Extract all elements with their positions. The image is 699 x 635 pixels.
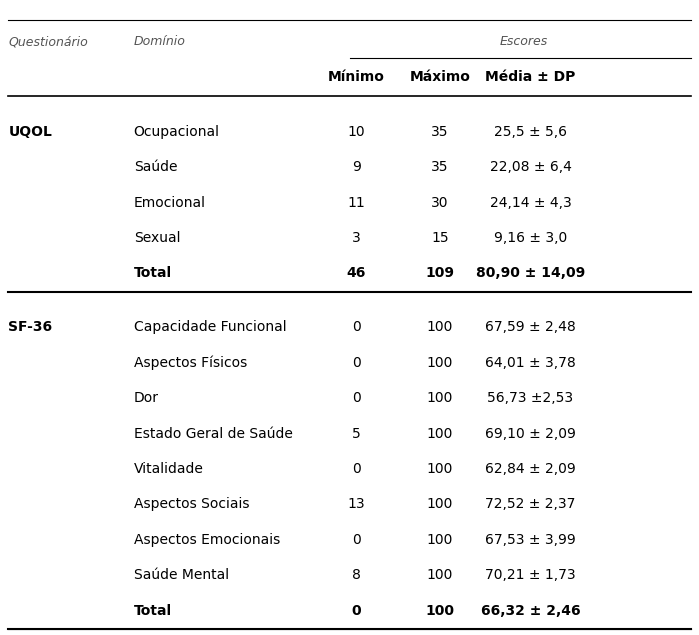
Text: Emocional: Emocional: [134, 196, 206, 210]
Text: Dor: Dor: [134, 391, 159, 405]
Text: 64,01 ± 3,78: 64,01 ± 3,78: [485, 356, 576, 370]
Text: 100: 100: [427, 320, 453, 334]
Text: 70,21 ± 1,73: 70,21 ± 1,73: [485, 568, 576, 582]
Text: UQOL: UQOL: [8, 125, 52, 139]
Text: Questionário: Questionário: [8, 35, 88, 48]
Text: 35: 35: [431, 125, 449, 139]
Text: Mínimo: Mínimo: [328, 70, 385, 84]
Text: Média ± DP: Média ± DP: [485, 70, 576, 84]
Text: 24,14 ± 4,3: 24,14 ± 4,3: [489, 196, 571, 210]
Text: 67,59 ± 2,48: 67,59 ± 2,48: [485, 320, 576, 334]
Text: 66,32 ± 2,46: 66,32 ± 2,46: [481, 603, 580, 618]
Text: 100: 100: [427, 497, 453, 511]
Text: 100: 100: [427, 568, 453, 582]
Text: Domínio: Domínio: [134, 35, 185, 48]
Text: Total: Total: [134, 267, 172, 281]
Text: 100: 100: [427, 462, 453, 476]
Text: Estado Geral de Saúde: Estado Geral de Saúde: [134, 427, 293, 441]
Text: Escores: Escores: [499, 35, 548, 48]
Text: 100: 100: [427, 533, 453, 547]
Text: 0: 0: [352, 356, 361, 370]
Text: 0: 0: [352, 391, 361, 405]
Text: Máximo: Máximo: [410, 70, 470, 84]
Text: Vitalidade: Vitalidade: [134, 462, 203, 476]
Text: 100: 100: [426, 603, 454, 618]
Text: 46: 46: [347, 267, 366, 281]
Text: 11: 11: [347, 196, 366, 210]
Text: Ocupacional: Ocupacional: [134, 125, 219, 139]
Text: 25,5 ± 5,6: 25,5 ± 5,6: [494, 125, 567, 139]
Text: 8: 8: [352, 568, 361, 582]
Text: Aspectos Emocionais: Aspectos Emocionais: [134, 533, 280, 547]
Text: 5: 5: [352, 427, 361, 441]
Text: 15: 15: [431, 231, 449, 245]
Text: 56,73 ±2,53: 56,73 ±2,53: [487, 391, 574, 405]
Text: 69,10 ± 2,09: 69,10 ± 2,09: [485, 427, 576, 441]
Text: 0: 0: [352, 320, 361, 334]
Text: 0: 0: [352, 533, 361, 547]
Text: 109: 109: [426, 267, 454, 281]
Text: 0: 0: [352, 462, 361, 476]
Text: 100: 100: [427, 356, 453, 370]
Text: 72,52 ± 2,37: 72,52 ± 2,37: [485, 497, 576, 511]
Text: 9,16 ± 3,0: 9,16 ± 3,0: [494, 231, 567, 245]
Text: 3: 3: [352, 231, 361, 245]
Text: 30: 30: [431, 196, 449, 210]
Text: 80,90 ± 14,09: 80,90 ± 14,09: [476, 267, 585, 281]
Text: Total: Total: [134, 603, 172, 618]
Text: 62,84 ± 2,09: 62,84 ± 2,09: [485, 462, 576, 476]
Text: SF-36: SF-36: [8, 320, 52, 334]
Text: 22,08 ± 6,4: 22,08 ± 6,4: [489, 160, 572, 174]
Text: 13: 13: [347, 497, 366, 511]
Text: Sexual: Sexual: [134, 231, 180, 245]
Text: Aspectos Físicos: Aspectos Físicos: [134, 356, 247, 370]
Text: 35: 35: [431, 160, 449, 174]
Text: 0: 0: [352, 603, 361, 618]
Text: Aspectos Sociais: Aspectos Sociais: [134, 497, 249, 511]
Text: 10: 10: [347, 125, 366, 139]
Text: 9: 9: [352, 160, 361, 174]
Text: Saúde Mental: Saúde Mental: [134, 568, 229, 582]
Text: Capacidade Funcional: Capacidade Funcional: [134, 320, 287, 334]
Text: 100: 100: [427, 391, 453, 405]
Text: 100: 100: [427, 427, 453, 441]
Text: 67,53 ± 3,99: 67,53 ± 3,99: [485, 533, 576, 547]
Text: Saúde: Saúde: [134, 160, 177, 174]
